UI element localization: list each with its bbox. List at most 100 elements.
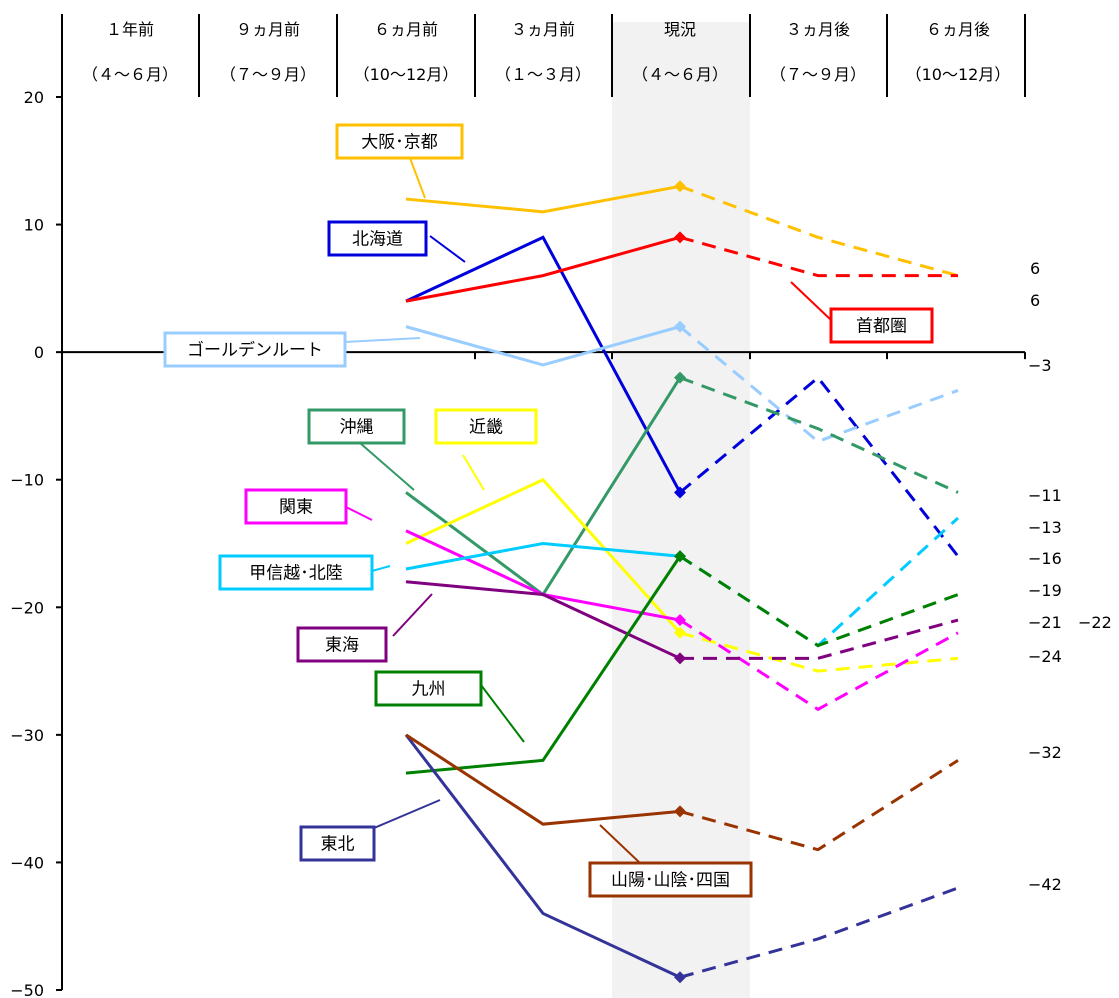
series-line [405,733,959,852]
series-forecast-line [680,618,959,660]
series-end-value-label: 6 [1030,259,1040,278]
series-forecast-line [679,184,959,278]
series-forecast-line [679,618,959,712]
header-period-label: ３ヵ月後 [786,20,850,39]
series-callout: 甲信越･北陸 [218,554,391,591]
current-point-marker [674,971,686,984]
series-forecast-line [679,325,959,444]
series-forecast-line [679,375,960,558]
header-period-months: （10～12月） [906,65,1011,84]
series-callout: 東海 [296,593,433,663]
header-period-months: （７～９月） [770,65,866,84]
callout-box [307,408,406,445]
legend-series-name: ゴールデンルート [187,340,323,361]
current-point-marker [674,652,686,665]
y-tick-label: 20 [24,88,44,107]
callout-box [588,861,753,898]
current-point-marker [674,550,686,563]
legend-series-name: 山陽･山陰･四国 [611,871,730,891]
callout-leader-line [344,337,421,343]
callout-leader-line [373,799,441,829]
y-tick-label: −20 [10,598,44,617]
legend-series-name: 近畿 [469,418,503,438]
header-period-months: （１～３月） [495,65,591,84]
series-callout: 九州 [374,670,525,743]
series-line [405,580,959,665]
series-line [405,235,960,558]
callout-box [374,670,483,707]
legend-series-name: 東海 [325,636,359,656]
y-tick-label: 10 [24,216,44,235]
y-tick-label: −30 [10,726,44,745]
series-actual-line [405,580,681,660]
legend-series-name: 関東 [279,498,313,518]
series-actual-line [404,733,681,979]
current-point-marker [674,320,686,333]
legend-series-name: 大阪･京都 [361,133,438,153]
header-period-label: ９ヵ月前 [236,20,300,39]
header-period-label: ６ヵ月後 [926,20,990,39]
series-end-value-label: −21 [1028,613,1062,632]
legend-series-name: 北海道 [352,230,403,250]
series-end-value-label: −32 [1028,743,1062,762]
series-end-value-label: −3 [1028,356,1052,375]
legend-series-name: 甲信越･北陸 [249,564,343,584]
callout-leader-line [480,684,525,743]
series-callout: 近畿 [434,408,538,491]
series-actual-line [405,325,681,367]
series-callout: 北海道 [327,220,466,263]
legend-series-name: 首都圏 [856,317,907,337]
callout-box [829,307,934,344]
legend-series-name: 九州 [412,680,446,700]
y-tick-label: −50 [10,981,44,998]
callout-box [299,825,376,862]
callout-leader-line [790,281,832,321]
current-point-marker [674,614,686,627]
callout-leader-line [345,506,373,521]
callout-leader-line [392,593,433,637]
series-line [404,733,959,984]
y-tick-label: 0 [34,343,44,362]
callout-box [218,554,374,591]
callout-leader-line [429,235,466,263]
series-callout: 東北 [299,799,441,862]
header-period-months: （７～９月） [220,65,316,84]
callout-box [327,220,428,257]
header-period-label: ３ヵ月前 [511,20,575,39]
header-period-months: （10～12月） [354,65,459,84]
callout-box [335,123,464,160]
callout-leader-line [599,824,641,864]
callout-box [296,626,388,663]
header-period-label: １年前 [106,20,154,39]
current-point-marker [674,805,686,818]
series-actual-line [405,733,681,826]
current-period-highlight [612,22,750,998]
series-end-value-label: −16 [1028,549,1062,568]
series-callout: 首都圏 [790,281,934,344]
current-point-marker [674,231,686,244]
series-line [405,320,959,444]
header-period-label: 現況 [664,20,696,39]
series-line [405,231,958,303]
callout-box [244,488,348,525]
series-end-value-label: −22 [1078,613,1112,632]
series-end-value-label: 6 [1030,291,1040,310]
series-forecast-line [679,631,959,673]
series-actual-line [405,235,682,494]
legend-series-name: 東北 [321,835,355,855]
series-forecast-line [679,376,959,494]
series-end-value-label: −42 [1028,875,1062,894]
y-tick-label: −40 [10,853,44,872]
series-forecast-line [679,886,959,979]
callout-box [163,331,347,368]
series-actual-line [405,235,681,303]
series-actual-line [405,477,682,634]
series-callout: 大阪･京都 [335,123,464,199]
series-end-value-label: −13 [1028,518,1062,537]
current-point-marker [674,486,686,499]
callout-leader-line [371,565,391,572]
series-end-value-label: −19 [1028,581,1062,600]
legend-series-name: 沖縄 [340,418,374,438]
series-forecast-line [679,554,959,648]
